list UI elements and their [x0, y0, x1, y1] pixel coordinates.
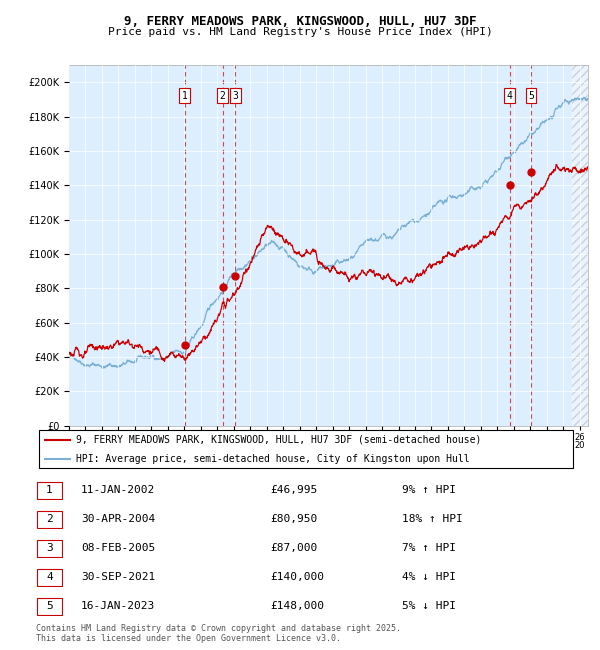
Text: 08-FEB-2005: 08-FEB-2005 — [81, 543, 155, 553]
Text: 11-JAN-2002: 11-JAN-2002 — [81, 486, 155, 495]
Bar — [572, 65, 588, 426]
Text: 3: 3 — [46, 543, 53, 553]
Text: Price paid vs. HM Land Registry's House Price Index (HPI): Price paid vs. HM Land Registry's House … — [107, 27, 493, 37]
Text: Contains HM Land Registry data © Crown copyright and database right 2025.
This d: Contains HM Land Registry data © Crown c… — [36, 624, 401, 644]
FancyBboxPatch shape — [37, 482, 62, 499]
Text: HPI: Average price, semi-detached house, City of Kingston upon Hull: HPI: Average price, semi-detached house,… — [77, 454, 470, 464]
Text: 4: 4 — [507, 91, 512, 101]
FancyBboxPatch shape — [39, 430, 574, 469]
Text: £140,000: £140,000 — [270, 572, 324, 582]
FancyBboxPatch shape — [37, 511, 62, 528]
FancyBboxPatch shape — [37, 540, 62, 557]
Text: £148,000: £148,000 — [270, 601, 324, 611]
Text: 9, FERRY MEADOWS PARK, KINGSWOOD, HULL, HU7 3DF: 9, FERRY MEADOWS PARK, KINGSWOOD, HULL, … — [124, 15, 476, 28]
Text: 7% ↑ HPI: 7% ↑ HPI — [402, 543, 456, 553]
Text: £46,995: £46,995 — [270, 486, 317, 495]
Text: 1: 1 — [46, 486, 53, 495]
Text: 18% ↑ HPI: 18% ↑ HPI — [402, 514, 463, 525]
Text: 5: 5 — [528, 91, 534, 101]
Text: 3: 3 — [232, 91, 238, 101]
Text: £87,000: £87,000 — [270, 543, 317, 553]
Text: 2: 2 — [46, 514, 53, 525]
Text: 1: 1 — [182, 91, 188, 101]
Text: 4% ↓ HPI: 4% ↓ HPI — [402, 572, 456, 582]
Text: 5% ↓ HPI: 5% ↓ HPI — [402, 601, 456, 611]
Text: 30-SEP-2021: 30-SEP-2021 — [81, 572, 155, 582]
Text: 2: 2 — [220, 91, 226, 101]
Text: 4: 4 — [46, 572, 53, 582]
FancyBboxPatch shape — [37, 569, 62, 586]
Text: 16-JAN-2023: 16-JAN-2023 — [81, 601, 155, 611]
Text: 5: 5 — [46, 601, 53, 611]
Bar — [572, 65, 588, 426]
FancyBboxPatch shape — [37, 598, 62, 615]
Text: 30-APR-2004: 30-APR-2004 — [81, 514, 155, 525]
Text: £80,950: £80,950 — [270, 514, 317, 525]
Text: 9, FERRY MEADOWS PARK, KINGSWOOD, HULL, HU7 3DF (semi-detached house): 9, FERRY MEADOWS PARK, KINGSWOOD, HULL, … — [77, 435, 482, 445]
Text: 9% ↑ HPI: 9% ↑ HPI — [402, 486, 456, 495]
